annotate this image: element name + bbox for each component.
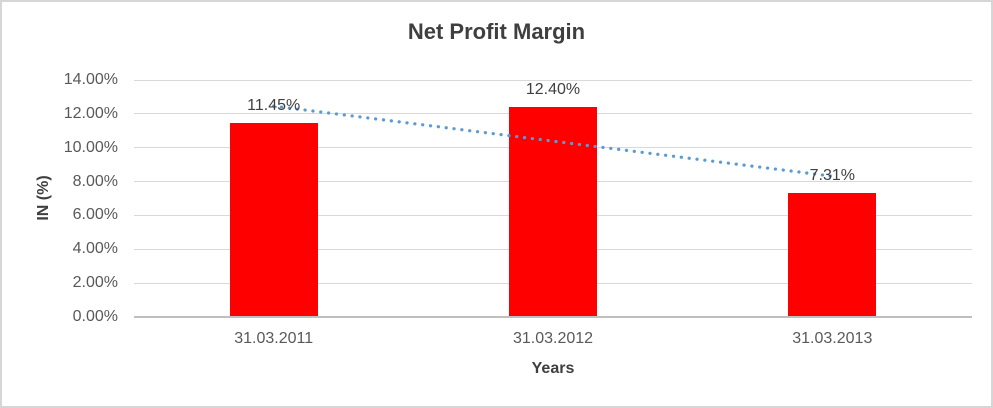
y-tick-label: 10.00%: [63, 138, 118, 156]
bar-31.03.2013: [788, 193, 877, 317]
y-tick-label: 14.00%: [63, 71, 118, 88]
chart-title: Net Profit Margin: [407, 19, 586, 44]
y-tick-label: 2.00%: [72, 274, 118, 292]
x-axis-title: Years: [531, 360, 575, 377]
y-tick-label: 12.00%: [63, 104, 118, 122]
y-tick-label: 4.00%: [72, 240, 118, 258]
y-tick-label: 6.00%: [72, 206, 118, 224]
x-tick-label: 31.03.2013: [792, 330, 873, 347]
x-axis-line: [134, 316, 972, 318]
data-label: 11.45%: [247, 97, 301, 115]
bar-31.03.2012: [509, 107, 597, 317]
bar-31.03.2011: [229, 123, 318, 317]
y-tick-label: 8.00%: [72, 172, 118, 190]
data-label: 12.40%: [525, 81, 581, 99]
x-tick-label: 31.03.2011: [234, 330, 314, 347]
data-label: 7.31%: [809, 167, 855, 185]
gridline: [134, 79, 972, 81]
x-tick-label: 31.03.2012: [512, 330, 594, 347]
y-tick-label: 0.00%: [72, 308, 118, 325]
